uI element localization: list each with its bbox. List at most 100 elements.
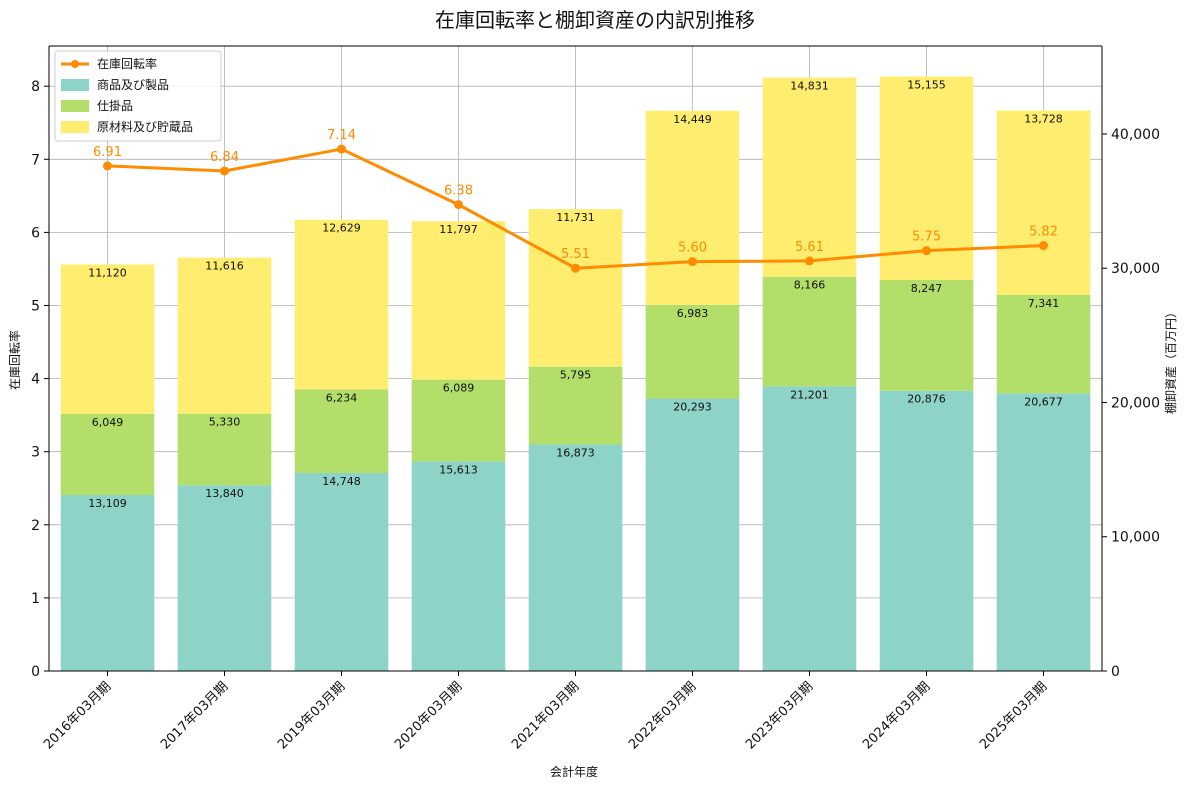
bar-segment <box>294 472 389 671</box>
bar-segment <box>177 257 272 414</box>
bar-value-label: 7,341 <box>1028 297 1060 310</box>
bar-value-label: 16,873 <box>556 446 595 459</box>
bar-segment <box>177 413 272 486</box>
turnover-point <box>1039 241 1048 251</box>
y-left-tick-label: 4 <box>31 372 40 388</box>
y-right-tick-label: 0 <box>1111 664 1120 680</box>
bar-segment <box>411 379 506 462</box>
bar-value-label: 11,797 <box>439 223 478 236</box>
legend-patch-swatch <box>61 100 89 112</box>
bar-segment <box>645 398 740 671</box>
legend-marker <box>71 60 79 68</box>
bar-value-label: 20,677 <box>1024 395 1063 408</box>
bar-value-label: 15,613 <box>439 463 478 476</box>
legend-patch-swatch <box>61 79 89 91</box>
bar-value-label: 8,247 <box>911 282 943 295</box>
bar-value-label: 11,616 <box>205 260 244 273</box>
bar-segment <box>528 366 623 445</box>
y-left-tick-label: 2 <box>31 518 40 534</box>
bar-segment <box>528 209 623 367</box>
x-axis-label: 会計年度 <box>550 764 598 779</box>
y-right-tick-label: 40,000 <box>1111 127 1160 143</box>
y-left-tick-label: 6 <box>31 225 40 241</box>
bar-value-label: 5,330 <box>209 416 241 429</box>
bar-segment <box>879 279 974 391</box>
turnover-point <box>922 246 931 256</box>
y-right-tick-label: 30,000 <box>1111 261 1160 277</box>
turnover-value-label: 7.14 <box>327 128 356 143</box>
bar-value-label: 13,109 <box>88 497 127 510</box>
x-tick-label: 2021年03月期 <box>509 679 582 752</box>
turnover-value-label: 5.60 <box>678 241 707 256</box>
bar-value-label: 14,831 <box>790 80 829 93</box>
bar-value-label: 21,201 <box>790 388 829 401</box>
bar-value-label: 13,728 <box>1024 113 1063 126</box>
bar-segment <box>879 76 974 280</box>
y-left-tick-label: 3 <box>31 445 40 461</box>
turnover-point <box>688 257 697 267</box>
bar-value-label: 6,234 <box>326 391 358 404</box>
turnover-value-label: 6.38 <box>444 184 473 199</box>
bars-layer: 13,109 13,840 14,748 15,613 16,873 20,293 21,2… <box>60 76 1091 671</box>
bar-value-label: 11,731 <box>556 211 595 224</box>
y-left-tick-label: 1 <box>31 591 40 607</box>
bar-value-label: 5,795 <box>560 369 592 382</box>
turnover-point <box>220 166 229 176</box>
y-axis-right-label: 棚卸資産（百万円） <box>1163 306 1178 414</box>
bar-segment <box>60 494 155 671</box>
x-tick-label: 2025年03月期 <box>977 679 1050 752</box>
turnover-value-label: 6.91 <box>93 145 122 160</box>
x-tick-label: 2016年03月期 <box>41 679 114 752</box>
x-tick-label: 2023年03月期 <box>743 679 816 752</box>
x-tick-label: 2017年03月期 <box>158 679 231 752</box>
bar-value-label: 14,748 <box>322 475 361 488</box>
bar-segment <box>645 304 740 399</box>
bar-value-label: 6,049 <box>92 416 124 429</box>
x-tick-label: 2024年03月期 <box>860 679 933 752</box>
y-right-tick-label: 10,000 <box>1111 530 1160 546</box>
bar-value-label: 12,629 <box>322 222 361 235</box>
bar-segment <box>528 444 623 671</box>
bar-segment <box>762 77 857 277</box>
bar-segment <box>294 389 389 473</box>
turnover-value-label: 6.84 <box>210 150 239 165</box>
bar-segment <box>762 386 857 671</box>
bar-segment <box>762 276 857 387</box>
x-tick-label: 2019年03月期 <box>275 679 348 752</box>
bar-segment <box>294 219 389 390</box>
bar-value-label: 11,120 <box>88 266 127 279</box>
turnover-value-label: 5.61 <box>795 240 824 255</box>
legend-patch-swatch <box>61 121 89 133</box>
bar-segment <box>645 110 740 305</box>
turnover-point <box>337 144 346 154</box>
turnover-value-label: 5.51 <box>561 247 590 262</box>
turnover-point <box>805 256 814 266</box>
bar-segment <box>879 390 974 671</box>
y-left-tick-label: 5 <box>31 299 40 315</box>
y-left-tick-label: 0 <box>31 664 40 680</box>
bar-segment <box>177 485 272 671</box>
line-layer: 6.91 6.84 7.14 6.38 5.51 5.60 5.61 5.75 5.82 <box>93 128 1058 273</box>
bar-value-label: 6,983 <box>677 307 709 320</box>
bar-segment <box>60 264 155 414</box>
bar-value-label: 20,876 <box>907 393 946 406</box>
legend-entry-label: 仕掛品 <box>97 98 133 113</box>
bar-value-label: 13,840 <box>205 487 244 500</box>
bar-segment <box>411 221 506 380</box>
bar-value-label: 20,293 <box>673 401 712 414</box>
turnover-point <box>454 200 463 210</box>
bar-value-label: 14,449 <box>673 113 712 126</box>
bar-value-label: 6,089 <box>443 382 475 395</box>
x-tick-label: 2022年03月期 <box>626 679 699 752</box>
turnover-value-label: 5.82 <box>1029 225 1058 240</box>
bar-value-label: 8,166 <box>794 279 826 292</box>
y-left-tick-label: 7 <box>31 152 40 168</box>
turnover-value-label: 5.75 <box>912 230 941 245</box>
legend-box <box>54 50 222 142</box>
bar-segment <box>996 110 1091 295</box>
turnover-point <box>103 161 112 171</box>
legend-entry-label: 原材料及び貯蔵品 <box>97 120 193 134</box>
legend-entry-label: 商品及び製品 <box>97 77 169 92</box>
